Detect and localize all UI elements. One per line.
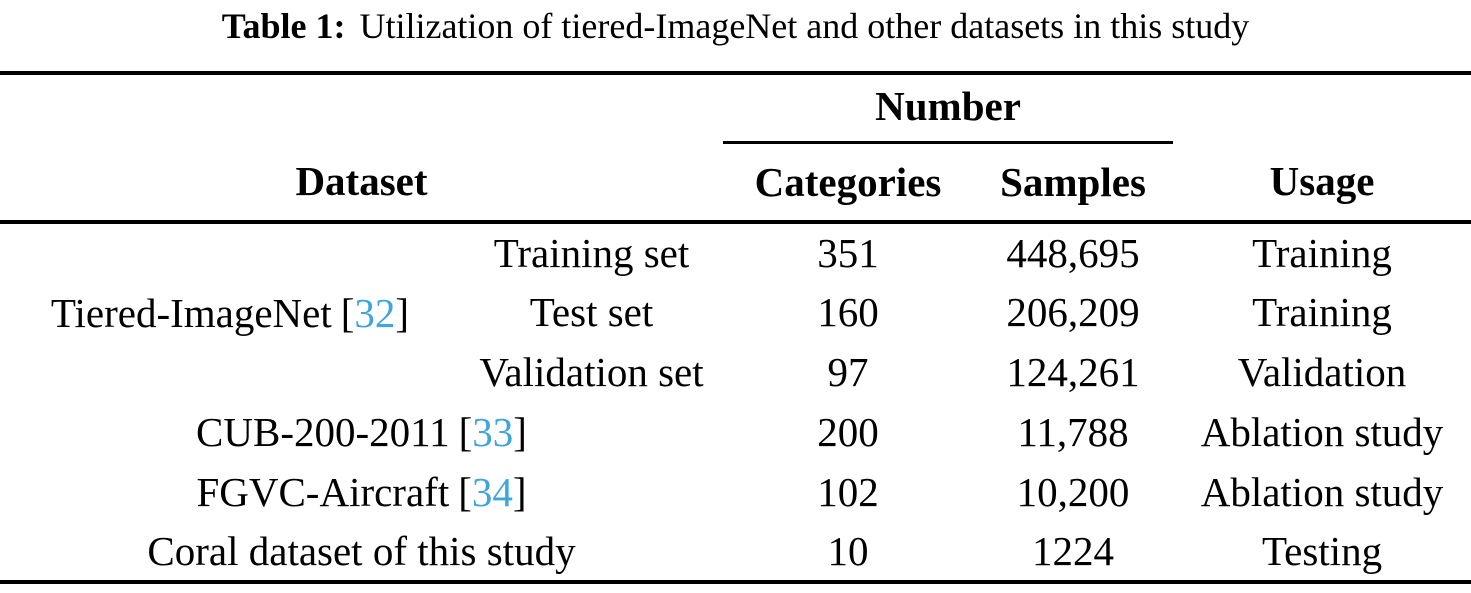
categories-cell: 160 (817, 289, 879, 335)
datasets-table: Number Dataset Categories Samples Usage … (0, 71, 1471, 584)
column-header-usage: Usage (1173, 142, 1471, 224)
table-caption-label: Table 1: (221, 6, 346, 46)
samples-cell: 448,695 (1006, 230, 1140, 276)
usage-cell: Ablation study (1200, 469, 1444, 515)
citation-bracket-open: [ (340, 290, 355, 336)
citation-link-34[interactable]: 34 (471, 469, 513, 515)
header-row-number: Number (0, 73, 1471, 144)
table-caption: Table 1: Utilization of tiered-ImageNet a… (0, 2, 1471, 50)
citation-bracket-close: ] (395, 290, 410, 336)
categories-cell: 200 (817, 409, 879, 455)
samples-cell: 206,209 (1006, 289, 1140, 335)
citation-link-33[interactable]: 33 (472, 409, 514, 455)
dataset-name-cell: Tiered-ImageNet [32] (0, 222, 460, 402)
citation-bracket-open: [ (458, 409, 473, 455)
samples-cell: 11,788 (1017, 409, 1129, 455)
samples-cell: 124,261 (1006, 349, 1140, 395)
subset-cell: Validation set (479, 349, 704, 395)
categories-cell: 10 (723, 522, 973, 584)
usage-cell: Training (1252, 230, 1392, 276)
usage-cell: Testing (1173, 522, 1471, 584)
header-row-main: Dataset Categories Samples Usage (0, 142, 1471, 224)
citation-link-32[interactable]: 32 (354, 290, 396, 336)
table-row-tiered-training: Tiered-ImageNet [32] Training set 351 448… (0, 222, 1471, 336)
citation: [33] (459, 409, 527, 455)
spacer-cell (1173, 73, 1471, 142)
column-header-categories: Categories (723, 142, 973, 224)
table-row-coral: Coral dataset of this study 10 1224 Test… (0, 522, 1471, 584)
samples-cell: 10,200 (1016, 469, 1130, 515)
categories-cell: 97 (827, 349, 869, 395)
table-row-fgvc: FGVC-Aircraft [34] 102 10,200 Ablation st… (0, 462, 1471, 522)
citation-bracket-close: ] (512, 469, 527, 515)
citation: [32] (341, 290, 409, 336)
citation: [34] (458, 469, 526, 515)
usage-cell: Ablation study (1200, 409, 1444, 455)
dataset-name-cell: Coral dataset of this study (0, 522, 723, 584)
table-row-cub: CUB-200-2011 [33] 200 11,788 Ablation stu… (0, 402, 1471, 462)
citation-bracket-open: [ (458, 469, 472, 515)
subset-cell: Training set (493, 230, 690, 276)
column-header-number: Number (723, 73, 1174, 144)
usage-cell: Training (1252, 289, 1392, 335)
table-row-tiered-validation: Validation set 97 124,261 Validation (0, 342, 1471, 402)
table-row-tiered-test: Test set 160 206,209 Training (0, 282, 1471, 342)
spacer-cell (0, 73, 723, 142)
column-header-samples: Samples (973, 142, 1174, 224)
samples-cell: 1224 (973, 522, 1174, 584)
dataset-name: Tiered-ImageNet (50, 290, 332, 336)
categories-cell: 102 (817, 469, 879, 515)
usage-cell: Validation (1237, 349, 1407, 395)
dataset-name-cell: CUB-200-2011 [33] (0, 402, 723, 462)
dataset-name: FGVC-Aircraft (196, 469, 450, 515)
dataset-name: CUB-200-2011 (196, 409, 450, 455)
citation-bracket-close: ] (513, 409, 527, 455)
table-caption-text: Utilization of tiered-ImageNet and other… (359, 6, 1250, 46)
subset-cell: Test set (529, 289, 654, 335)
dataset-name: Coral dataset of this study (147, 528, 576, 574)
categories-cell: 351 (817, 230, 879, 276)
dataset-name-cell: FGVC-Aircraft [34] (0, 462, 723, 522)
column-header-dataset: Dataset (0, 142, 723, 224)
